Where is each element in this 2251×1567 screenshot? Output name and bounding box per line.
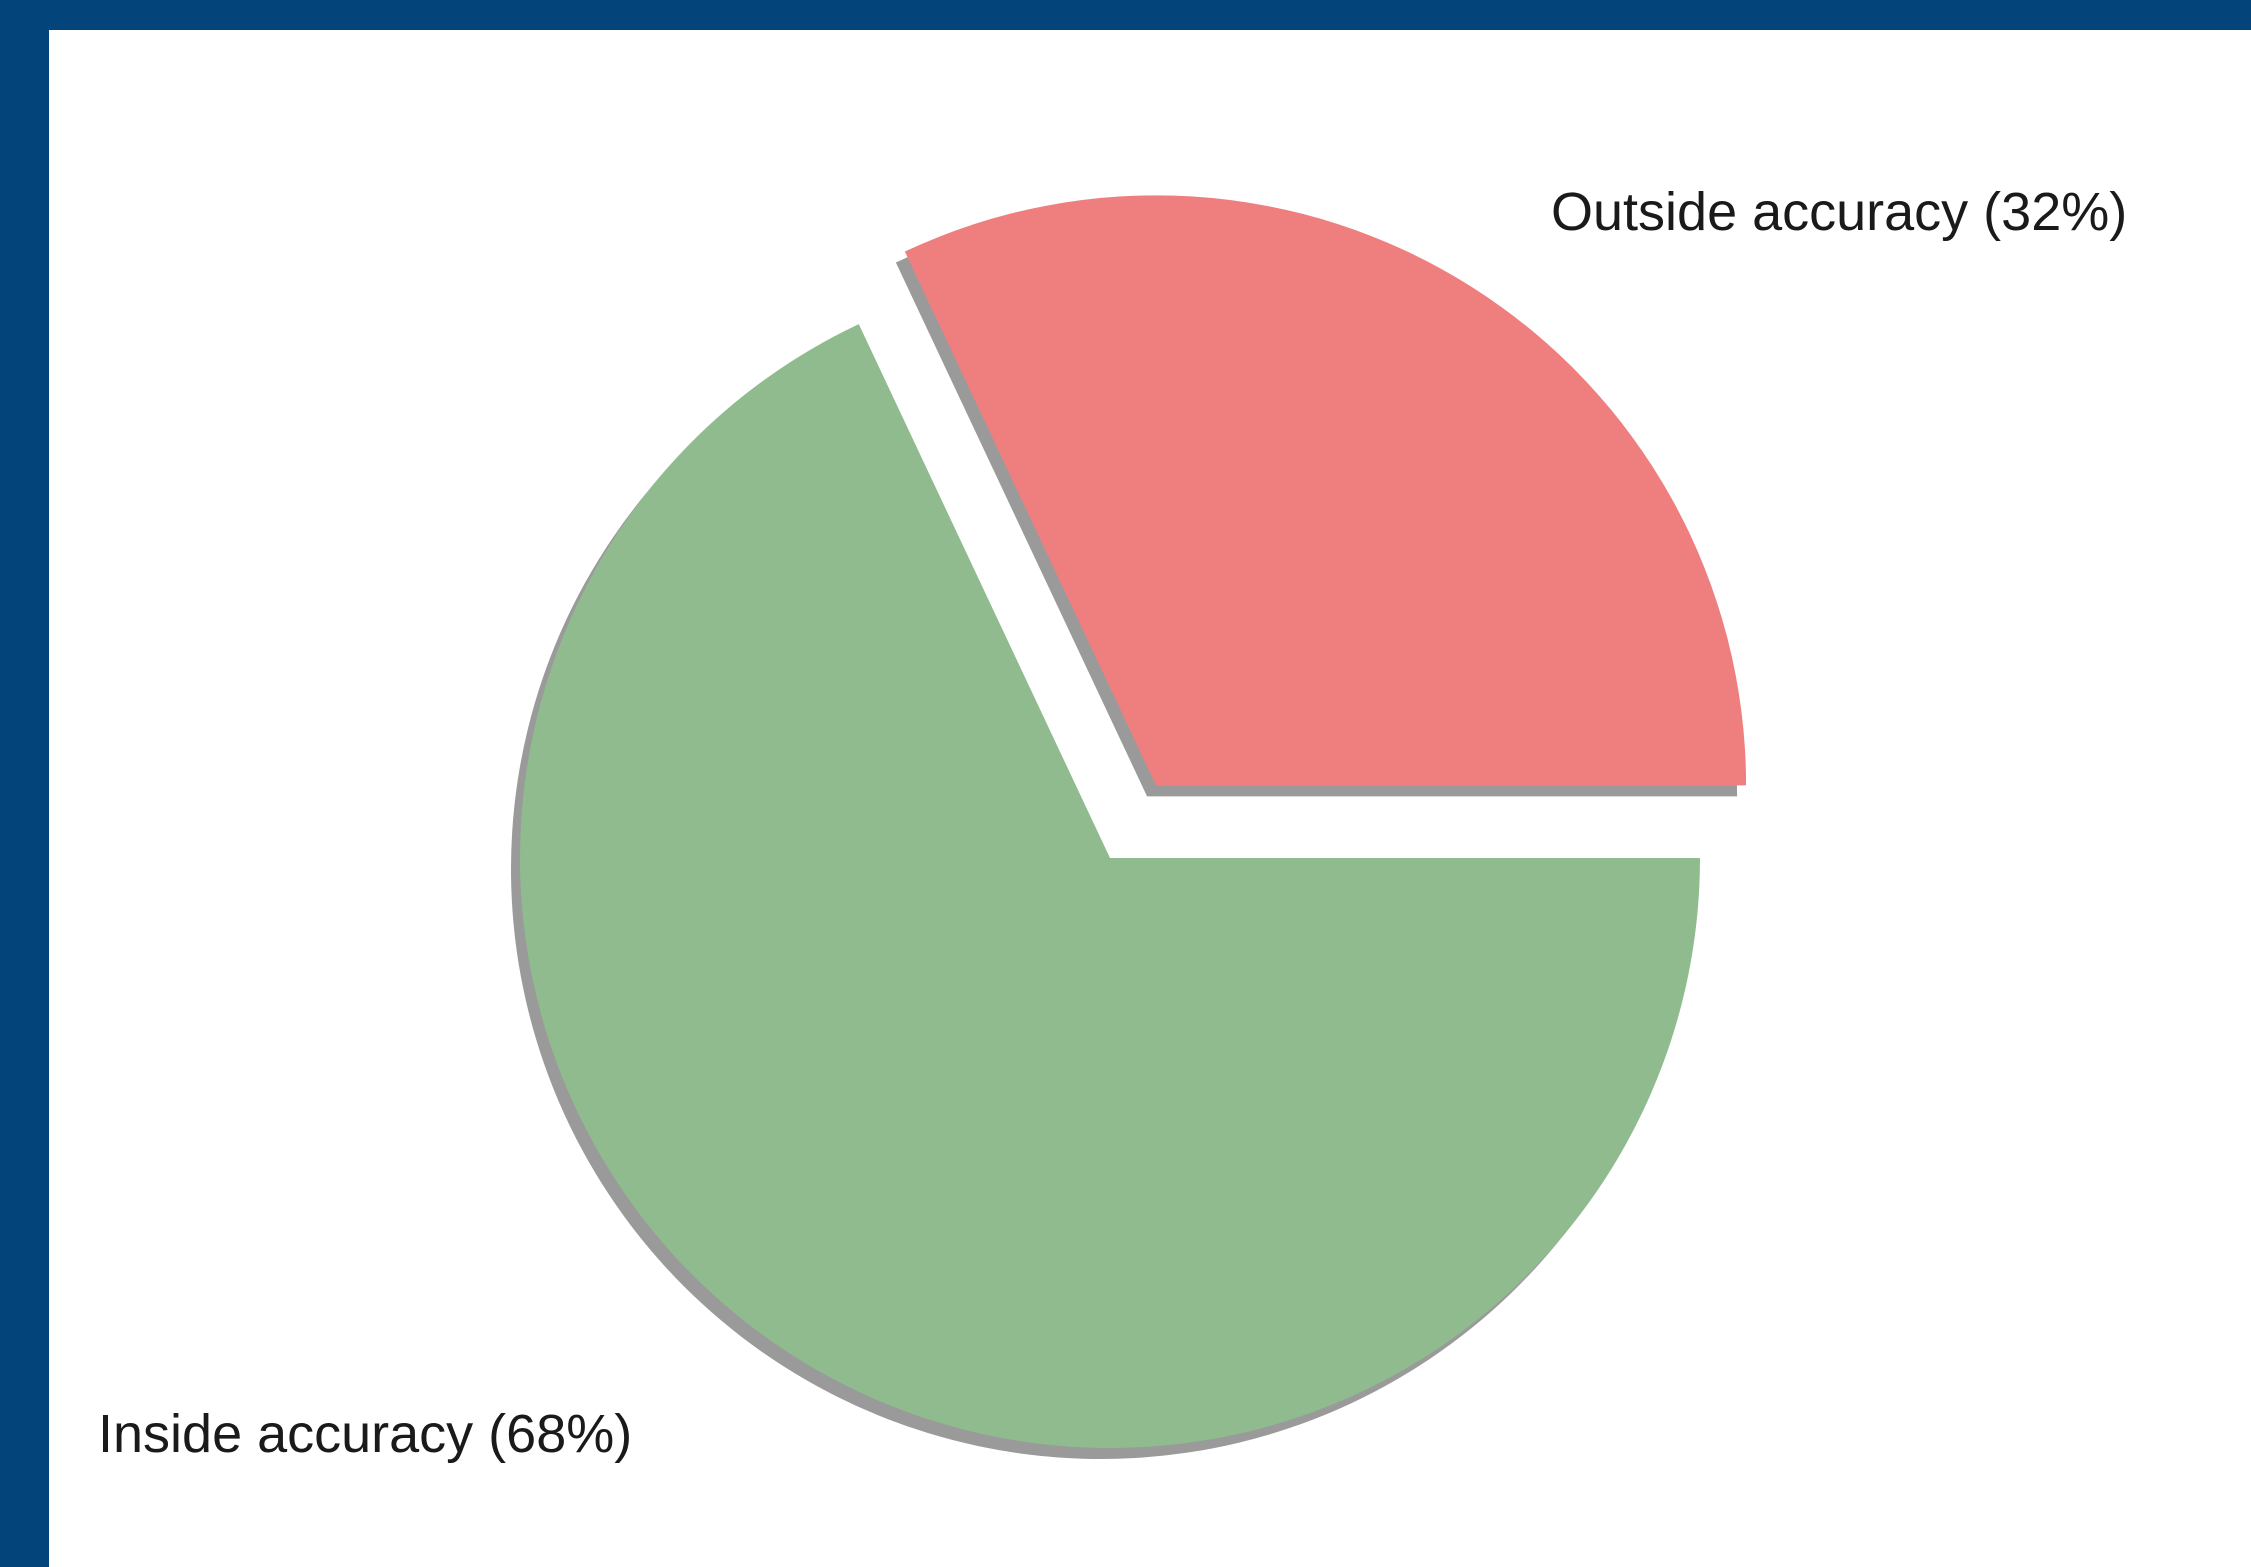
outside-accuracy-slice <box>904 195 1747 786</box>
inside-accuracy-label: Inside accuracy (68%) <box>98 1404 632 1464</box>
pie-slices <box>520 195 1747 1448</box>
inside-accuracy-slice <box>520 324 1700 1448</box>
slice-labels: Outside accuracy (32%) Inside accuracy (6… <box>98 182 2127 1464</box>
outside-accuracy-label: Outside accuracy (32%) <box>1551 182 2127 242</box>
